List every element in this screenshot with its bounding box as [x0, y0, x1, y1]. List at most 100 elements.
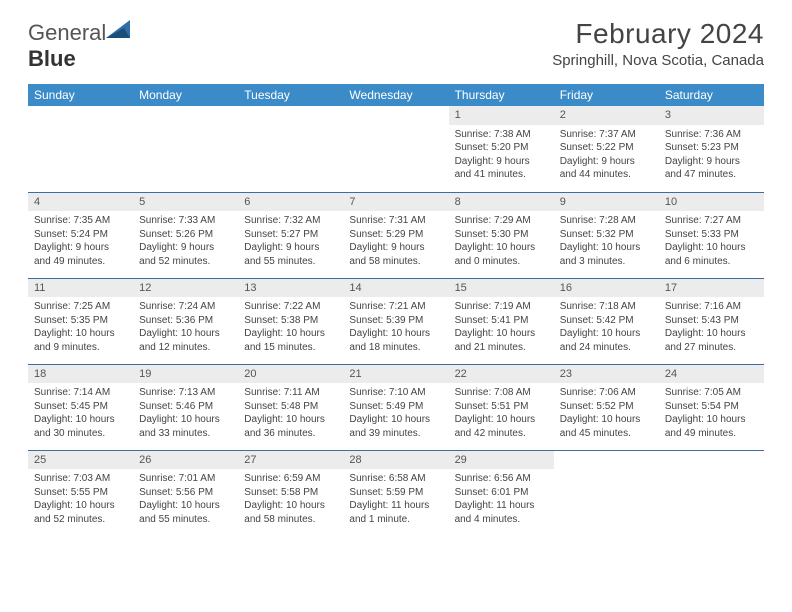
calendar-day-cell: 17Sunrise: 7:16 AMSunset: 5:43 PMDayligh…: [659, 278, 764, 364]
daylight-line: Daylight: 10 hours and 58 minutes.: [244, 499, 337, 526]
sunrise-line: Sunrise: 7:38 AM: [455, 128, 548, 142]
calendar-day-cell: 8Sunrise: 7:29 AMSunset: 5:30 PMDaylight…: [449, 192, 554, 278]
month-title: February 2024: [552, 18, 764, 50]
sunrise-line: Sunrise: 7:25 AM: [34, 300, 127, 314]
calendar-day-cell: 5Sunrise: 7:33 AMSunset: 5:26 PMDaylight…: [133, 192, 238, 278]
calendar-day-cell: 6Sunrise: 7:32 AMSunset: 5:27 PMDaylight…: [238, 192, 343, 278]
day-number: 1: [449, 106, 554, 125]
weekday-header: Saturday: [659, 84, 764, 106]
day-number: 21: [343, 365, 448, 384]
sunset-line: Sunset: 5:54 PM: [665, 400, 758, 414]
sunrise-line: Sunrise: 7:13 AM: [139, 386, 232, 400]
daylight-line: Daylight: 10 hours and 42 minutes.: [455, 413, 548, 440]
sunset-line: Sunset: 5:41 PM: [455, 314, 548, 328]
sunrise-line: Sunrise: 7:16 AM: [665, 300, 758, 314]
day-number: 2: [554, 106, 659, 125]
sunset-line: Sunset: 5:58 PM: [244, 486, 337, 500]
daylight-line: Daylight: 10 hours and 18 minutes.: [349, 327, 442, 354]
daylight-line: Daylight: 10 hours and 15 minutes.: [244, 327, 337, 354]
daylight-line: Daylight: 9 hours and 47 minutes.: [665, 155, 758, 182]
calendar-body: ....1Sunrise: 7:38 AMSunset: 5:20 PMDayl…: [28, 106, 764, 536]
sunset-line: Sunset: 5:38 PM: [244, 314, 337, 328]
sunrise-line: Sunrise: 7:21 AM: [349, 300, 442, 314]
day-number: 18: [28, 365, 133, 384]
calendar-day-cell: 2Sunrise: 7:37 AMSunset: 5:22 PMDaylight…: [554, 106, 659, 192]
day-number: 7: [343, 193, 448, 212]
calendar-day-cell: 3 Sunrise: 7:36 AMSunset: 5:23 PMDaylight…: [659, 106, 764, 192]
calendar-day-cell: 12Sunrise: 7:24 AMSunset: 5:36 PMDayligh…: [133, 278, 238, 364]
weekday-header: Sunday: [28, 84, 133, 106]
daylight-line: Daylight: 10 hours and 27 minutes.: [665, 327, 758, 354]
sunrise-line: Sunrise: 7:32 AM: [244, 214, 337, 228]
daylight-line: Daylight: 11 hours and 1 minute.: [349, 499, 442, 526]
calendar-day-cell: 28Sunrise: 6:58 AMSunset: 5:59 PMDayligh…: [343, 450, 448, 536]
sunset-line: Sunset: 5:23 PM: [665, 141, 758, 155]
sunset-line: Sunset: 5:33 PM: [665, 228, 758, 242]
calendar-day-cell: 21Sunrise: 7:10 AMSunset: 5:49 PMDayligh…: [343, 364, 448, 450]
calendar-day-cell: 16Sunrise: 7:18 AMSunset: 5:42 PMDayligh…: [554, 278, 659, 364]
calendar-day-cell: .: [343, 106, 448, 192]
day-number: 6: [238, 193, 343, 212]
sunrise-line: Sunrise: 7:19 AM: [455, 300, 548, 314]
day-number: 24: [659, 365, 764, 384]
day-number: 29: [449, 451, 554, 470]
brand-text: General Blue: [28, 18, 132, 72]
day-number: 25: [28, 451, 133, 470]
calendar-day-cell: 4Sunrise: 7:35 AMSunset: 5:24 PMDaylight…: [28, 192, 133, 278]
location-text: Springhill, Nova Scotia, Canada: [552, 52, 764, 69]
calendar-day-cell: 23Sunrise: 7:06 AMSunset: 5:52 PMDayligh…: [554, 364, 659, 450]
brand-word2: Blue: [28, 46, 76, 71]
sunset-line: Sunset: 5:29 PM: [349, 228, 442, 242]
day-number: 17: [659, 279, 764, 298]
sunset-line: Sunset: 5:45 PM: [34, 400, 127, 414]
calendar-day-cell: 11Sunrise: 7:25 AMSunset: 5:35 PMDayligh…: [28, 278, 133, 364]
daylight-line: Daylight: 10 hours and 52 minutes.: [34, 499, 127, 526]
day-number: 15: [449, 279, 554, 298]
day-number: 16: [554, 279, 659, 298]
calendar-week: 18Sunrise: 7:14 AMSunset: 5:45 PMDayligh…: [28, 364, 764, 450]
sunset-line: Sunset: 5:36 PM: [139, 314, 232, 328]
calendar-day-cell: 7Sunrise: 7:31 AMSunset: 5:29 PMDaylight…: [343, 192, 448, 278]
calendar-day-cell: 29Sunrise: 6:56 AMSunset: 6:01 PMDayligh…: [449, 450, 554, 536]
sunset-line: Sunset: 5:52 PM: [560, 400, 653, 414]
calendar-day-cell: 13Sunrise: 7:22 AMSunset: 5:38 PMDayligh…: [238, 278, 343, 364]
sunrise-line: Sunrise: 7:31 AM: [349, 214, 442, 228]
calendar-week: 25Sunrise: 7:03 AMSunset: 5:55 PMDayligh…: [28, 450, 764, 536]
calendar-day-cell: 24 Sunrise: 7:05 AMSunset: 5:54 PMDayligh…: [659, 364, 764, 450]
calendar-day-cell: 27Sunrise: 6:59 AMSunset: 5:58 PMDayligh…: [238, 450, 343, 536]
daylight-line: Daylight: 9 hours and 52 minutes.: [139, 241, 232, 268]
sunrise-line: Sunrise: 7:36 AM: [665, 128, 758, 142]
daylight-line: Daylight: 10 hours and 45 minutes.: [560, 413, 653, 440]
day-number: 11: [28, 279, 133, 298]
day-number: 4: [28, 193, 133, 212]
weekday-header: Thursday: [449, 84, 554, 106]
sunset-line: Sunset: 5:30 PM: [455, 228, 548, 242]
day-number: 26: [133, 451, 238, 470]
daylight-line: Daylight: 10 hours and 12 minutes.: [139, 327, 232, 354]
day-number: 23: [554, 365, 659, 384]
calendar-head: SundayMondayTuesdayWednesdayThursdayFrid…: [28, 84, 764, 106]
daylight-line: Daylight: 10 hours and 3 minutes.: [560, 241, 653, 268]
daylight-line: Daylight: 10 hours and 55 minutes.: [139, 499, 232, 526]
sunset-line: Sunset: 5:35 PM: [34, 314, 127, 328]
day-number: 27: [238, 451, 343, 470]
sunrise-line: Sunrise: 7:24 AM: [139, 300, 232, 314]
day-number: 20: [238, 365, 343, 384]
day-number: 8: [449, 193, 554, 212]
sunset-line: Sunset: 5:49 PM: [349, 400, 442, 414]
calendar-day-cell: 26Sunrise: 7:01 AMSunset: 5:56 PMDayligh…: [133, 450, 238, 536]
calendar-day-cell: 25Sunrise: 7:03 AMSunset: 5:55 PMDayligh…: [28, 450, 133, 536]
sunrise-line: Sunrise: 7:05 AM: [665, 386, 758, 400]
title-block: February 2024 Springhill, Nova Scotia, C…: [552, 18, 764, 69]
daylight-line: Daylight: 9 hours and 44 minutes.: [560, 155, 653, 182]
day-number: 3: [659, 106, 764, 125]
sunrise-line: Sunrise: 7:28 AM: [560, 214, 653, 228]
sunrise-line: Sunrise: 7:33 AM: [139, 214, 232, 228]
calendar-day-cell: .: [238, 106, 343, 192]
daylight-line: Daylight: 10 hours and 49 minutes.: [665, 413, 758, 440]
sunset-line: Sunset: 5:22 PM: [560, 141, 653, 155]
calendar-day-cell: .: [133, 106, 238, 192]
weekday-header: Tuesday: [238, 84, 343, 106]
sunset-line: Sunset: 5:32 PM: [560, 228, 653, 242]
calendar-day-cell: .: [28, 106, 133, 192]
